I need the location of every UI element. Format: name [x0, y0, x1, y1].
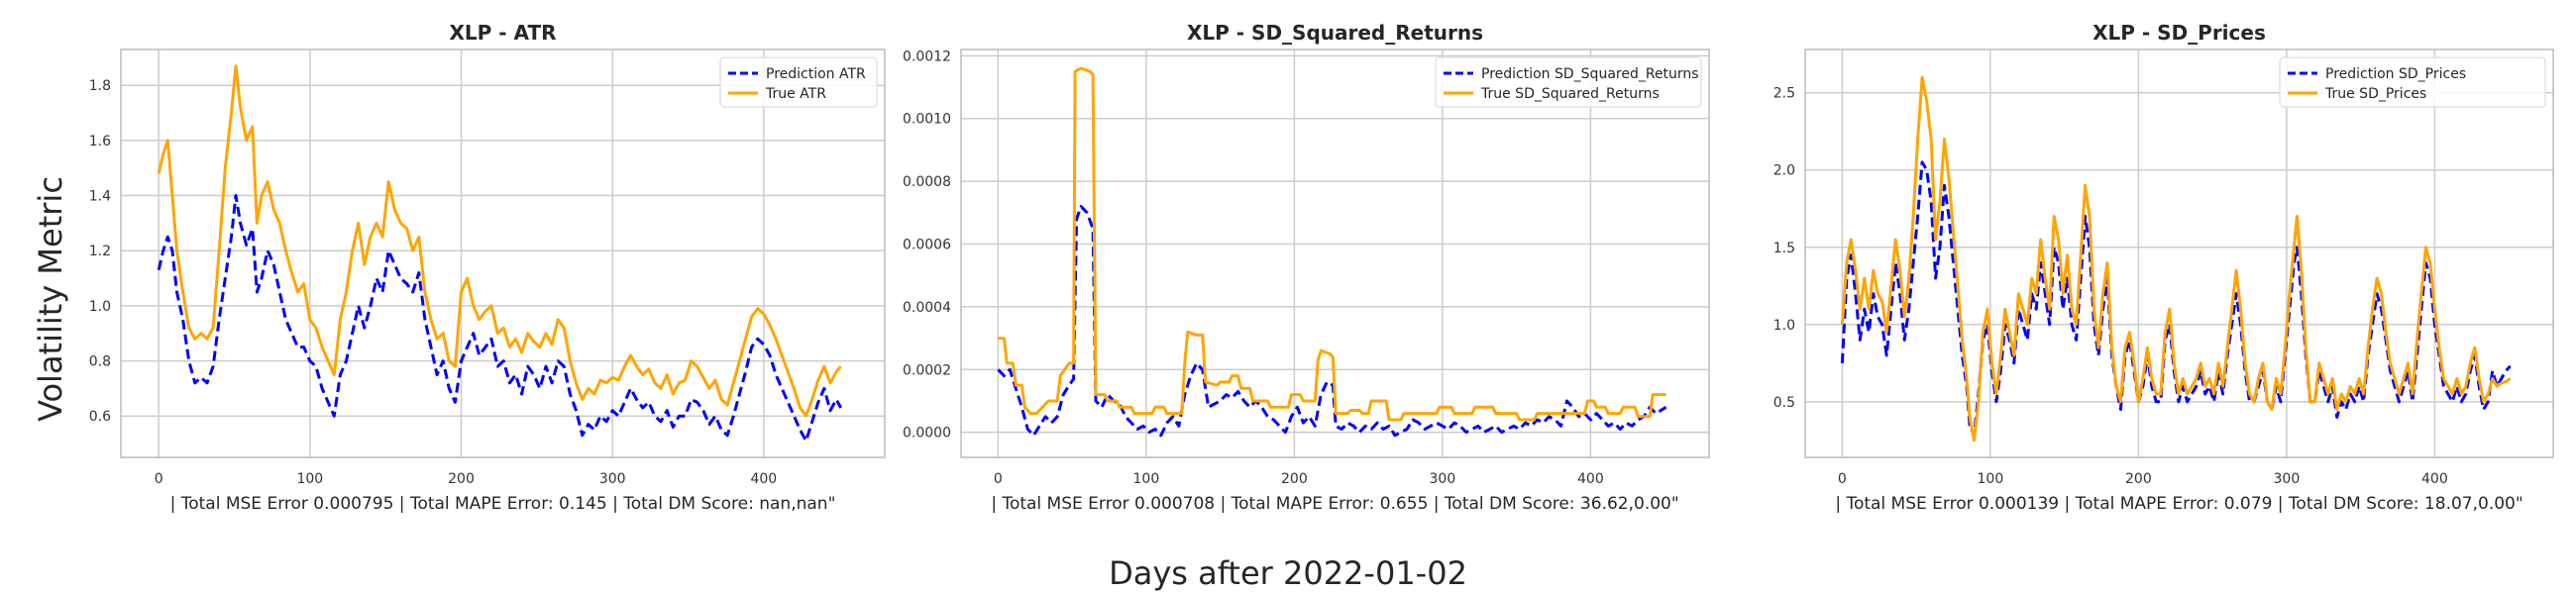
legend: Prediction SD_Squared_Returns True SD_Squ… — [1435, 56, 1702, 108]
x-tick-label: 300 — [2274, 471, 2301, 487]
series-line-prediction — [157, 194, 843, 443]
legend: Prediction SD_Prices True SD_Prices — [2279, 56, 2546, 108]
series-line-prediction — [997, 205, 1667, 438]
x-tick-label: 200 — [1281, 471, 1308, 487]
charts-group: 0.6 0.8 1.0 1.2 1.4 1.6 1.8 0 100 200 300 400 XLP - … — [89, 21, 2554, 514]
y-tick-label: 1.5 — [1773, 241, 1795, 256]
chart-2: 0.0000 0.0002 0.0004 0.0006 0.0008 0.0010 0.00… — [903, 21, 1710, 514]
figure-ylabel: Volatility Metric — [32, 176, 69, 422]
x-tick-label: 300 — [599, 471, 626, 487]
x-tick-label: 400 — [750, 471, 777, 487]
chart-xlabel: | Total MSE Error 0.000708 | Total MAPE … — [991, 494, 1678, 514]
y-tick-label: 1.0 — [89, 299, 111, 315]
chart-xlabel: | Total MSE Error 0.000795 | Total MAPE … — [170, 494, 836, 514]
x-tick-label: 400 — [1577, 471, 1604, 487]
y-tick-label: 0.5 — [1773, 395, 1795, 411]
legend-box — [719, 56, 878, 108]
series-line-true — [1840, 75, 2512, 443]
plot-frame — [120, 49, 886, 458]
series-line-true — [998, 66, 1666, 422]
x-tick-label: 100 — [296, 471, 323, 487]
chart-title: XLP - ATR — [449, 21, 556, 45]
legend-label: True SD_Squared_Returns — [1480, 86, 1660, 102]
chart-3: 0.5 1.0 1.5 2.0 2.5 0 100 200 300 400 XLP - SD_Pri… — [1773, 21, 2554, 514]
plot-frame — [960, 49, 1710, 458]
x-tick-label: 0 — [994, 471, 1003, 487]
y-tick-label: 0.0002 — [903, 362, 951, 378]
y-tick-label: 0.0006 — [903, 237, 951, 252]
legend-box — [2279, 56, 2546, 108]
chart-xlabel: | Total MSE Error 0.000139 | Total MAPE … — [1835, 494, 2522, 514]
x-tick-label: 100 — [1978, 471, 2004, 487]
y-tick-label: 0.8 — [89, 354, 111, 370]
y-tick-label: 2.0 — [1773, 163, 1795, 179]
x-tick-label: 100 — [1133, 471, 1160, 487]
y-tick-label: 2.5 — [1773, 86, 1795, 102]
x-tick-label: 0 — [155, 471, 163, 487]
y-tick-label: 0.6 — [89, 409, 111, 425]
y-tick-label: 1.4 — [89, 189, 111, 205]
x-tick-label: 200 — [448, 471, 475, 487]
legend-box — [1435, 56, 1702, 108]
legend-label: Prediction ATR — [766, 66, 866, 82]
legend-label: Prediction SD_Squared_Returns — [1481, 66, 1699, 82]
plot-frame — [1804, 49, 2554, 458]
chart-title: XLP - SD_Prices — [2093, 21, 2266, 45]
y-tick-label: 0.0012 — [903, 49, 951, 64]
legend-label: True SD_Prices — [2324, 86, 2426, 102]
legend-label: True ATR — [765, 86, 826, 102]
y-tick-label: 1.8 — [89, 78, 111, 94]
y-tick-label: 0.0004 — [903, 300, 951, 316]
x-tick-label: 300 — [1430, 471, 1456, 487]
legend: Prediction ATR True ATR — [719, 56, 878, 108]
plot-area — [121, 50, 885, 457]
y-tick-label: 1.6 — [89, 134, 111, 149]
x-tick-label: 200 — [2125, 471, 2152, 487]
chart-1: 0.6 0.8 1.0 1.2 1.4 1.6 1.8 0 100 200 300 400 XLP - … — [89, 21, 886, 514]
series-line-true — [157, 64, 842, 418]
y-tick-label: 0.0000 — [903, 426, 951, 442]
y-tick-label: 1.2 — [89, 244, 111, 259]
x-tick-label: 400 — [2421, 471, 2448, 487]
x-tick-label: 0 — [1838, 471, 1847, 487]
y-tick-label: 0.0010 — [903, 112, 951, 128]
y-tick-label: 1.0 — [1773, 318, 1795, 334]
chart-title: XLP - SD_Squared_Returns — [1187, 21, 1483, 45]
figure-xlabel: Days after 2022-01-02 — [1109, 554, 1467, 592]
legend-label: Prediction SD_Prices — [2325, 66, 2466, 82]
y-tick-label: 0.0008 — [903, 174, 951, 190]
